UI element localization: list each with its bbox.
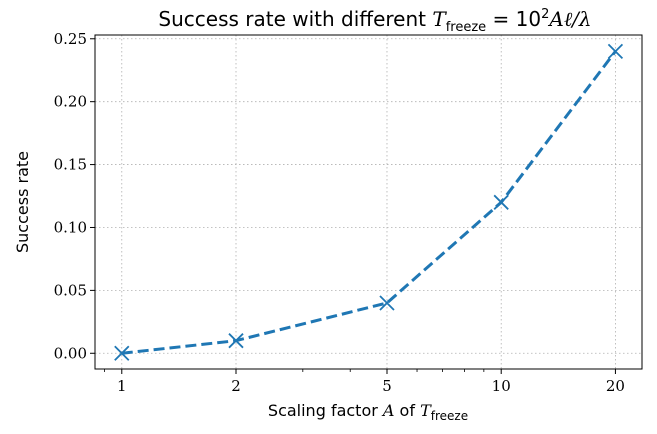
grid (95, 35, 642, 369)
data-point (379, 295, 395, 311)
y-tick-label: 0.10 (54, 218, 87, 236)
y-tick-label: 0.15 (54, 156, 87, 174)
x-axis-label-sub: freeze (431, 409, 468, 423)
x-axis-label: Scaling factor A of Tfreeze (268, 401, 468, 423)
y-tick-label: 0.20 (54, 93, 87, 111)
x-tick-label: 5 (382, 377, 392, 395)
plot-frame (94, 34, 643, 370)
x-tick-label: 20 (606, 377, 625, 395)
chart-title-formula: T (432, 7, 447, 31)
data-point (493, 194, 509, 210)
y-tick-label: 0.25 (54, 30, 87, 48)
data-point (114, 345, 130, 361)
chart-title-formula-end: Aℓ/λ (547, 7, 591, 31)
x-tick-label: 10 (492, 377, 511, 395)
x-axis-ticks: 1 2 5 10 20 (117, 369, 625, 395)
series-line (121, 50, 617, 355)
y-axis-label: Success rate (13, 151, 32, 253)
x-axis-label-sym: T (420, 401, 432, 420)
x-axis-label-var: A (381, 401, 395, 420)
y-tick-label: 0.05 (54, 281, 87, 299)
x-tick-label: 2 (231, 377, 241, 395)
chart-title-prefix: Success rate with different (158, 7, 432, 31)
data-point (607, 43, 624, 59)
series (114, 43, 624, 361)
y-axis-ticks: 0.00 0.05 0.10 0.15 0.20 0.25 (54, 30, 95, 362)
chart-title-formula-rest: = 10 (486, 7, 541, 31)
chart-title-formula-sub: freeze (446, 20, 486, 35)
y-tick-label: 0.00 (54, 344, 87, 362)
chart-title: Success rate with different Tfreeze = 10… (158, 7, 591, 35)
x-axis-label-prefix: Scaling factor (268, 401, 383, 420)
data-point (228, 333, 244, 349)
x-tick-label: 1 (117, 377, 127, 395)
chart-title-formula-sup: 2 (541, 7, 549, 22)
x-axis-label-mid: of (394, 401, 420, 420)
